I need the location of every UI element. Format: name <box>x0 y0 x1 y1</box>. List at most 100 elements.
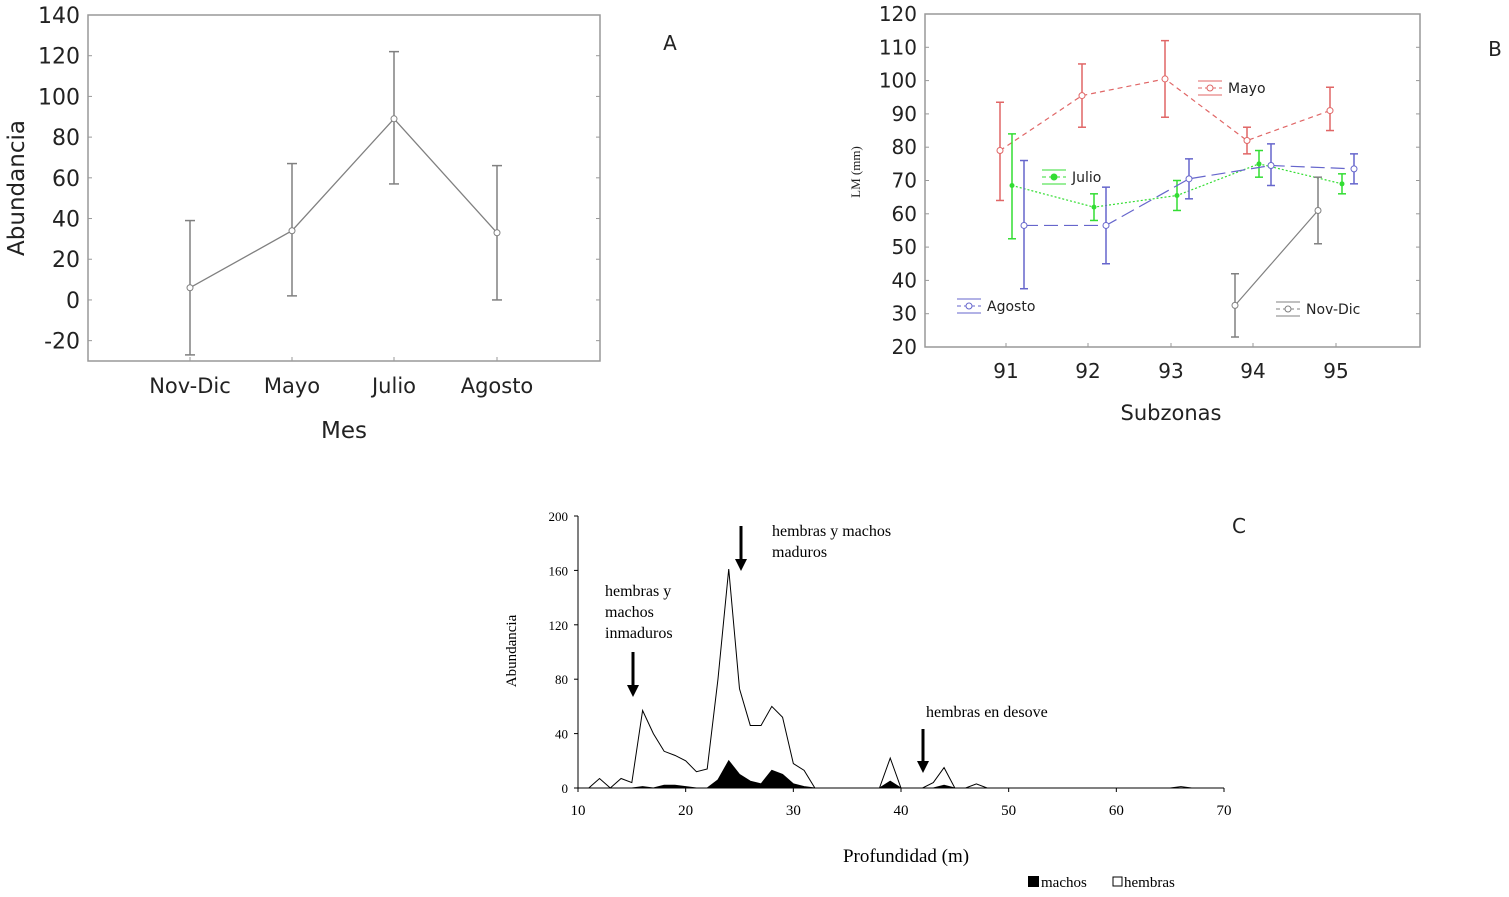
y-tick-label: 40 <box>52 208 80 233</box>
panel-label: B <box>1488 37 1502 61</box>
x-tick-label: 40 <box>894 803 909 819</box>
data-point <box>186 284 194 292</box>
legend: machos hembras <box>1028 875 1175 891</box>
series-line <box>189 117 498 289</box>
panel-a: -20 0 20 40 60 80 100 120 140 Nov-Dic Mayo Julio Ago… <box>4 4 677 444</box>
legend-label: Agosto <box>987 299 1035 315</box>
y-tick-label: 200 <box>549 509 569 524</box>
annotation: hembras y machos inmaduros <box>605 583 673 697</box>
annotation-text: machos <box>605 604 654 621</box>
y-tick-label: 110 <box>879 35 917 59</box>
data-point <box>1174 192 1180 198</box>
plot-frame <box>87 14 601 362</box>
data-point <box>1231 301 1239 309</box>
legend-label: machos <box>1041 875 1087 891</box>
y-tick-label: 160 <box>549 563 569 578</box>
legend-label: Mayo <box>1228 81 1266 97</box>
y-tick-label: 80 <box>52 126 80 151</box>
y-tick-label: 40 <box>892 268 917 292</box>
x-tick-label: 50 <box>1001 803 1016 819</box>
annotation-text: hembras en desove <box>926 704 1048 721</box>
y-tick-label: 80 <box>892 135 917 159</box>
annotation-text: inmaduros <box>605 625 673 642</box>
legend-item: Agosto <box>957 298 1035 315</box>
series-line <box>1234 210 1319 306</box>
legend-marker <box>1284 305 1292 313</box>
y-tick-label: 0 <box>66 289 80 314</box>
series-line <box>1024 164 1355 227</box>
x-tick-label: Nov-Dic <box>149 374 231 398</box>
annotation: hembras y machos maduros <box>735 523 891 571</box>
x-tick-label: 92 <box>1075 359 1100 383</box>
x-axis-label: Subzonas <box>1121 401 1222 425</box>
data-point <box>1102 221 1110 229</box>
legend-label: Julio <box>1071 170 1101 186</box>
data-point <box>1326 107 1334 115</box>
data-point <box>1020 221 1028 229</box>
y-axis-label: Abundancia <box>4 120 30 256</box>
panel-label: A <box>663 31 677 55</box>
annotation-text: hembras y <box>605 583 671 600</box>
data-point <box>390 115 398 123</box>
data-point <box>1078 92 1086 100</box>
data-point <box>1243 137 1251 145</box>
legend-marker <box>1050 173 1058 181</box>
panel-label: C <box>1232 514 1246 538</box>
y-tick-label: 100 <box>38 85 80 110</box>
legend-item: Mayo <box>1198 80 1266 97</box>
legend-item: Julio <box>1042 169 1101 186</box>
annotation-text: maduros <box>772 544 827 561</box>
y-tick-label: 60 <box>892 202 917 226</box>
legend-swatch <box>1112 876 1123 887</box>
x-tick-label: Agosto <box>461 374 534 398</box>
x-tick-label: 91 <box>993 359 1018 383</box>
series-agosto: Agosto <box>957 143 1358 315</box>
panel-b: 20 30 40 50 60 70 80 90 100 110 120 91 92 93 94 95 Mayo J… <box>848 2 1502 425</box>
y-tick-label: 60 <box>52 167 80 192</box>
y-tick-label: 120 <box>549 618 569 633</box>
x-tick-label: 95 <box>1323 359 1348 383</box>
series-mayo: Mayo <box>996 39 1334 202</box>
y-tick-label: 120 <box>879 2 917 26</box>
x-axis-label: Mes <box>321 418 367 444</box>
y-tick-label: 90 <box>892 102 917 126</box>
y-tick-label: 80 <box>555 672 568 687</box>
arrow-head-icon <box>735 559 747 571</box>
data-point <box>1339 181 1345 187</box>
y-axis-label: Abundancia <box>504 614 520 687</box>
annotation: hembras en desove <box>917 704 1048 773</box>
data-point <box>1267 162 1275 170</box>
data-point <box>1185 175 1193 183</box>
x-tick-label: 70 <box>1217 803 1232 819</box>
data-point <box>996 147 1004 155</box>
data-point <box>1161 75 1169 83</box>
series-nov-dic: Nov-Dic <box>1231 176 1360 338</box>
data-point <box>288 227 296 235</box>
area-hembras <box>578 568 1224 789</box>
y-tick-label: -20 <box>44 330 80 355</box>
x-tick-label: 20 <box>678 803 693 819</box>
arrow-head-icon <box>917 761 929 773</box>
y-tick-label: 50 <box>892 235 917 259</box>
legend-marker <box>1206 84 1214 92</box>
legend-item: Nov-Dic <box>1276 301 1360 318</box>
legend-label: hembras <box>1124 875 1175 891</box>
y-tick-label: 0 <box>562 781 569 796</box>
x-tick-label: 30 <box>786 803 801 819</box>
panel-c: 0 40 80 120 160 200 10 20 30 40 50 60 70 hembras y mac… <box>504 509 1246 891</box>
arrow-head-icon <box>627 685 639 697</box>
x-axis-label: Profundidad (m) <box>843 846 969 867</box>
x-tick-label: 10 <box>571 803 586 819</box>
y-tick-label: 70 <box>892 169 917 193</box>
y-tick-label: 40 <box>555 727 568 742</box>
data-point <box>1009 182 1015 188</box>
data-point <box>493 229 501 237</box>
legend-marker <box>965 302 973 310</box>
y-tick-label: 20 <box>892 335 917 359</box>
data-point <box>1091 204 1097 210</box>
x-tick-label: Julio <box>370 374 416 398</box>
x-tick-label: 60 <box>1109 803 1124 819</box>
data-point <box>1256 161 1262 167</box>
x-tick-label: 94 <box>1240 359 1265 383</box>
